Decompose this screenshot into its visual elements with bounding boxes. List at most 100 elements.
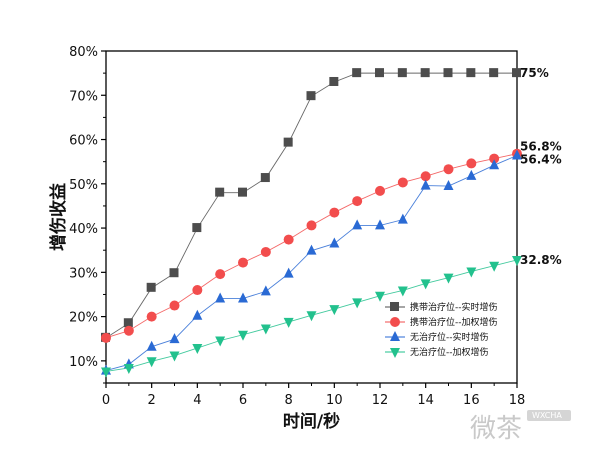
data-point	[260, 246, 271, 257]
data-point	[489, 68, 499, 78]
data-point	[512, 255, 522, 266]
y-tick-label: 40%	[69, 222, 98, 237]
legend-entry: 携带治疗位--加权增伤	[385, 316, 498, 328]
data-point	[352, 196, 363, 207]
x-tick-label: 12	[372, 393, 389, 408]
legend-marker	[390, 302, 399, 311]
x-tick-label: 16	[463, 393, 480, 408]
data-point	[512, 149, 522, 160]
data-point	[283, 267, 294, 278]
data-point	[123, 363, 134, 374]
data-point	[169, 333, 180, 344]
legend-label: 携带治疗位--加权增伤	[410, 316, 498, 328]
x-tick-label: 0	[102, 393, 110, 408]
data-point	[192, 344, 203, 355]
data-point	[489, 153, 500, 164]
data-point	[329, 207, 340, 218]
data-point	[260, 285, 271, 296]
data-point	[192, 285, 203, 296]
series-0	[101, 68, 521, 342]
data-point	[466, 158, 477, 169]
data-point	[397, 68, 407, 78]
data-point	[283, 317, 294, 328]
data-point	[215, 292, 226, 303]
x-tick-label: 8	[285, 393, 293, 408]
x-tick-label: 10	[326, 393, 343, 408]
data-point	[329, 237, 340, 248]
x-tick-label: 18	[509, 393, 526, 408]
data-point	[238, 257, 248, 268]
data-point	[329, 76, 339, 86]
data-point	[466, 267, 477, 278]
data-point	[238, 292, 248, 303]
data-point	[260, 173, 270, 183]
legend: 携带治疗位--实时增伤携带治疗位--加权增伤无治疗位--实时增伤无治疗位--加权…	[385, 301, 498, 358]
y-axis-title: 增伤收益	[48, 183, 69, 251]
data-point	[420, 279, 431, 290]
data-point	[192, 223, 202, 233]
axes: 0 2 4 6 8 10 12 14 16 18 10% 20% 30% 40% 50% 60% 70% 80% 时…	[48, 45, 525, 432]
data-point	[123, 318, 133, 328]
data-point	[215, 187, 225, 197]
y-tick-label: 60%	[69, 134, 98, 149]
data-point	[352, 68, 362, 78]
end-labels: 75% 56.8%56.4% 32.8%	[520, 66, 562, 267]
data-point	[443, 273, 454, 284]
legend-marker	[390, 348, 400, 358]
data-point	[420, 171, 431, 182]
data-point	[283, 234, 294, 245]
data-point	[397, 177, 408, 188]
y-tick-label: 20%	[69, 311, 98, 326]
data-point	[101, 332, 111, 343]
data-point	[397, 213, 408, 224]
data-point	[146, 282, 156, 292]
y-tick-label: 10%	[69, 355, 98, 370]
watermark-badge-bg	[527, 410, 571, 421]
x-tick-label: 14	[417, 393, 434, 408]
data-point	[123, 325, 134, 336]
end-value-label: 75%	[520, 66, 549, 80]
series-layer	[101, 68, 522, 378]
data-point	[169, 300, 180, 311]
data-point	[375, 68, 384, 78]
data-point	[375, 291, 385, 302]
data-point	[375, 185, 385, 196]
end-value-label: 56.8%	[520, 140, 562, 154]
data-point	[329, 305, 340, 316]
end-value-label: 56.4%	[520, 152, 562, 166]
data-point	[489, 159, 500, 170]
x-tick-label: 6	[239, 393, 247, 408]
data-point	[146, 311, 157, 322]
data-point	[352, 298, 363, 309]
data-point	[443, 164, 454, 175]
legend-entry: 无治疗位--实时增伤	[385, 331, 489, 343]
data-point	[101, 367, 111, 378]
data-point	[306, 91, 316, 101]
data-point	[512, 68, 521, 78]
legend-entry: 携带治疗位--实时增伤	[385, 301, 498, 313]
data-point	[375, 219, 385, 230]
data-point	[466, 68, 476, 78]
data-point	[443, 68, 453, 78]
data-point	[283, 137, 293, 147]
data-point	[215, 336, 226, 347]
data-point	[306, 244, 317, 255]
watermark-badge: WXCHA	[532, 411, 562, 420]
data-point	[443, 180, 454, 191]
legend-label: 携带治疗位--实时增伤	[410, 301, 498, 313]
data-point	[146, 340, 157, 351]
x-tick-label: 2	[148, 393, 156, 408]
data-point	[466, 169, 477, 180]
data-point	[489, 261, 500, 272]
legend-label: 无治疗位--实时增伤	[410, 331, 489, 343]
end-value-label: 32.8%	[520, 253, 562, 267]
y-tick-label: 70%	[69, 89, 98, 104]
data-point	[420, 179, 431, 190]
watermark-text: 微茶	[470, 414, 522, 444]
data-point	[192, 309, 203, 320]
legend-entry: 无治疗位--加权增伤	[385, 346, 489, 358]
x-tick-label: 4	[193, 393, 201, 408]
data-point	[397, 286, 408, 297]
